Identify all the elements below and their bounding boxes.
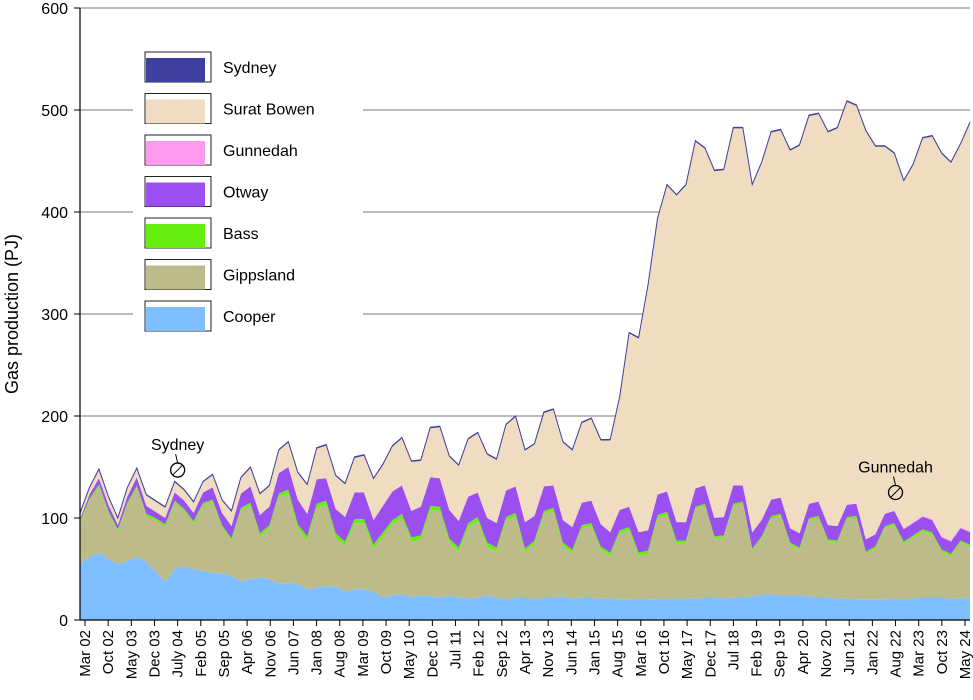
x-tick-label-july-04: July 04 bbox=[170, 630, 187, 678]
x-tick-label-aug-22: Aug 22 bbox=[888, 630, 905, 678]
x-tick-label-oct-09: Oct 09 bbox=[378, 630, 395, 674]
legend-item-cooper: Cooper bbox=[133, 295, 363, 337]
legend-label-bass: Bass bbox=[223, 226, 259, 243]
x-tick-label-dec-10: Dec 10 bbox=[424, 630, 441, 678]
x-tick-label-sep-19: Sep 19 bbox=[772, 630, 789, 678]
annotation-leader bbox=[893, 476, 897, 486]
x-tick-label-jan-22: Jan 22 bbox=[864, 630, 881, 675]
x-tick-label-nov-06: Nov 06 bbox=[262, 630, 279, 678]
x-tick-label-mar-02: Mar 02 bbox=[77, 630, 94, 677]
x-tick-label-apr-20: Apr 20 bbox=[795, 630, 812, 674]
x-tick-label-nov-13: Nov 13 bbox=[540, 630, 557, 678]
x-tick-label-oct-16: Oct 16 bbox=[656, 630, 673, 674]
legend-item-otway: Otway bbox=[133, 170, 363, 213]
legend-swatch-bass bbox=[146, 224, 205, 248]
legend-item-bass: Bass bbox=[133, 212, 363, 254]
legend-label-otway: Otway bbox=[223, 185, 268, 202]
y-tick-label-100: 100 bbox=[41, 511, 68, 528]
legend: Sydney Surat Bowen Gunnedah Otway Bass Gippsl… bbox=[133, 46, 363, 337]
x-tick-label-sep-12: Sep 12 bbox=[494, 630, 511, 678]
legend-label-surat-bowen: Surat Bowen bbox=[223, 102, 315, 119]
x-tick-label-apr-06: Apr 06 bbox=[239, 630, 256, 674]
annotation-slash bbox=[890, 487, 901, 498]
legend-swatch-cooper bbox=[146, 307, 205, 331]
x-tick-label-apr-13: Apr 13 bbox=[517, 630, 534, 674]
legend-label-sydney: Sydney bbox=[223, 60, 276, 77]
area-otway bbox=[80, 467, 970, 554]
legend-swatch-surat-bowen bbox=[146, 99, 205, 124]
x-tick-label-jul-18: Jul 18 bbox=[725, 630, 742, 670]
legend-swatch-sydney bbox=[146, 58, 205, 82]
annotation-gunnedah: Gunnedah bbox=[858, 460, 933, 501]
x-tick-label-dec-17: Dec 17 bbox=[702, 630, 719, 678]
area-surat-bowen bbox=[80, 101, 970, 541]
area-series bbox=[79, 100, 971, 620]
x-tick-label-sep-05: Sep 05 bbox=[216, 630, 233, 678]
x-tick-label-oct-02: Oct 02 bbox=[100, 630, 117, 674]
annotation-sydney: Sydney bbox=[151, 437, 204, 478]
legend-item-surat-bowen: Surat Bowen bbox=[133, 87, 363, 130]
x-tick-label-jul-11: Jul 11 bbox=[448, 630, 465, 669]
x-tick-label-nov-20: Nov 20 bbox=[818, 630, 835, 678]
y-tick-label-600: 600 bbox=[41, 1, 68, 18]
x-tick-label-dec-03: Dec 03 bbox=[146, 630, 163, 678]
x-tick-label-jan-08: Jan 08 bbox=[309, 630, 326, 675]
y-tick-label-400: 400 bbox=[41, 205, 68, 222]
legend-label-cooper: Cooper bbox=[223, 309, 276, 326]
x-tick-label-aug-15: Aug 15 bbox=[610, 630, 627, 678]
area-cooper bbox=[80, 552, 970, 620]
x-tick-label-oct-23: Oct 23 bbox=[934, 630, 951, 674]
x-tick-label-feb-19: Feb 19 bbox=[749, 630, 766, 677]
x-tick-label-jun-21: Jun 21 bbox=[841, 630, 858, 675]
total-outline bbox=[79, 100, 971, 520]
annotation-slash bbox=[172, 464, 183, 476]
annotations: Sydney Gunnedah bbox=[151, 437, 933, 501]
legend-item-gippsland: Gippsland bbox=[133, 253, 363, 296]
legend-label-gunnedah: Gunnedah bbox=[223, 143, 298, 160]
x-tick-label-feb-05: Feb 05 bbox=[193, 630, 210, 677]
x-tick-label-aug-08: Aug 08 bbox=[332, 630, 349, 678]
x-tick-label-may-03: May 03 bbox=[123, 630, 140, 679]
area-gippsland bbox=[80, 486, 970, 600]
x-tick-label-mar-16: Mar 16 bbox=[633, 630, 650, 677]
x-tick-label-jan-15: Jan 15 bbox=[586, 630, 603, 675]
x-tick-label-mar-23: Mar 23 bbox=[911, 630, 928, 677]
legend-swatch-gunnedah bbox=[146, 141, 205, 165]
x-tick-label-may-10: May 10 bbox=[401, 630, 418, 679]
legend-item-gunnedah: Gunnedah bbox=[133, 129, 363, 171]
annotation-leader bbox=[175, 453, 179, 464]
x-tick-label-may-17: May 17 bbox=[679, 630, 696, 679]
annotation-label: Sydney bbox=[151, 437, 204, 454]
axes: 0 100 200 300 400 500 600 Gas production (PJ) Ma… bbox=[2, 1, 973, 679]
legend-item-sydney: Sydney bbox=[133, 46, 363, 88]
x-tick-label-feb-12: Feb 12 bbox=[471, 630, 488, 677]
x-tick-label-mar-09: Mar 09 bbox=[355, 630, 372, 677]
annotation-label: Gunnedah bbox=[858, 460, 933, 477]
legend-swatch-otway bbox=[146, 182, 205, 207]
y-axis-title: Gas production (PJ) bbox=[2, 234, 22, 394]
legend-swatch-gippsland bbox=[146, 265, 205, 290]
x-tick-label-jun-07: Jun 07 bbox=[285, 630, 302, 675]
y-tick-label-500: 500 bbox=[41, 103, 68, 120]
legend-label-gippsland: Gippsland bbox=[223, 268, 295, 285]
x-tick-label-may-24: May 24 bbox=[957, 630, 973, 679]
x-tick-label-jun-14: Jun 14 bbox=[563, 630, 580, 675]
y-tick-label-0: 0 bbox=[59, 613, 68, 630]
y-tick-label-200: 200 bbox=[41, 409, 68, 426]
y-tick-label-300: 300 bbox=[41, 307, 68, 324]
